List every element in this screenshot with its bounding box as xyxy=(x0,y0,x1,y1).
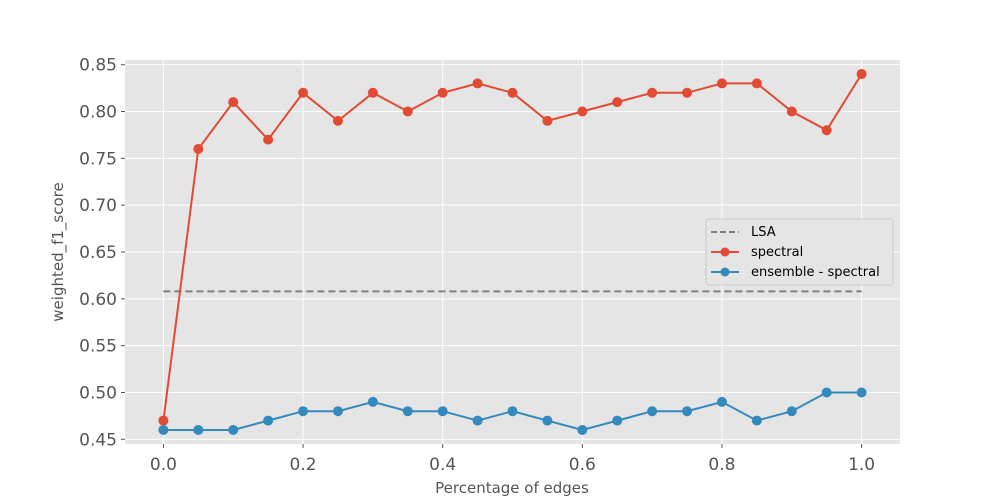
ensemble-spectral-point xyxy=(437,406,448,417)
ensemble-spectral-point xyxy=(263,415,274,426)
ensemble-spectral-point xyxy=(751,415,762,426)
x-tick-label: 1.0 xyxy=(848,455,875,475)
y-tick-label: 0.75 xyxy=(79,149,117,169)
spectral-point xyxy=(786,106,797,117)
spectral-point xyxy=(402,106,413,117)
spectral-point xyxy=(263,134,274,145)
y-tick-label: 0.85 xyxy=(79,56,117,76)
spectral-point xyxy=(332,115,343,126)
ensemble-spectral-point xyxy=(856,387,867,398)
ensemble-spectral-point xyxy=(647,406,658,417)
ensemble-spectral-point xyxy=(682,406,693,417)
spectral-point xyxy=(612,97,623,108)
ensemble-spectral-point xyxy=(472,415,483,426)
spectral-point xyxy=(298,87,309,98)
ensemble-spectral-point xyxy=(612,415,623,426)
y-tick-label: 0.50 xyxy=(79,383,117,403)
legend-spectral-label: spectral xyxy=(751,245,803,260)
ensemble-spectral-point xyxy=(821,387,832,398)
spectral-point xyxy=(542,115,553,126)
y-tick-label: 0.65 xyxy=(79,243,117,263)
ensemble-spectral-point xyxy=(716,396,727,407)
y-tick-label: 0.60 xyxy=(79,290,117,310)
ensemble-spectral-point xyxy=(228,424,239,435)
ensemble-spectral-point xyxy=(367,396,378,407)
spectral-point xyxy=(437,87,448,98)
x-tick-label: 0.8 xyxy=(708,455,735,475)
spectral-point xyxy=(472,78,483,89)
y-tick-label: 0.45 xyxy=(79,430,117,450)
legend-spectral-marker xyxy=(720,247,730,257)
series-layer xyxy=(158,69,867,435)
y-axis-label: weighted_f1_score xyxy=(49,182,68,321)
ticks: 0.0 0.2 0.4 0.6 0.8 1.0 0.45 0.50 0.55 0.60 0.65 0.… xyxy=(79,56,875,475)
spectral-point xyxy=(507,87,518,98)
spectral-point xyxy=(751,78,762,89)
legend-ensemble-label: ensemble - spectral xyxy=(751,265,880,280)
ensemble-spectral-point xyxy=(402,406,413,417)
y-tick-label: 0.70 xyxy=(79,196,117,216)
spectral-point xyxy=(193,143,204,154)
spectral-point xyxy=(821,125,832,136)
ensemble-spectral-point xyxy=(507,406,518,417)
spectral-point xyxy=(856,69,867,80)
x-axis-label: Percentage of edges xyxy=(435,479,589,497)
legend: LSA spectral ensemble - spectral xyxy=(705,218,894,286)
legend-lsa-label: LSA xyxy=(751,225,776,240)
legend-ensemble-marker xyxy=(720,267,730,277)
ensemble-spectral-point xyxy=(193,424,204,435)
x-tick-label: 0.2 xyxy=(290,455,317,475)
spectral-point xyxy=(228,97,239,108)
legend-box xyxy=(705,218,894,286)
ensemble-spectral-point xyxy=(298,406,309,417)
spectral-point xyxy=(577,106,588,117)
spectral-point xyxy=(367,87,378,98)
ensemble-spectral-point xyxy=(786,406,797,417)
ensemble-spectral-point xyxy=(332,406,343,417)
ensemble-spectral-point xyxy=(158,424,169,435)
y-tick-label: 0.80 xyxy=(79,103,117,123)
spectral-point xyxy=(682,87,693,98)
spectral-point xyxy=(716,78,727,89)
x-tick-label: 0.0 xyxy=(150,455,177,475)
y-tick-label: 0.55 xyxy=(79,337,117,357)
x-tick-label: 0.4 xyxy=(429,455,456,475)
ensemble-spectral-point xyxy=(577,424,588,435)
x-tick-label: 0.6 xyxy=(569,455,596,475)
ensemble-spectral-point xyxy=(542,415,553,426)
spectral-point xyxy=(158,415,169,426)
spectral-point xyxy=(647,87,658,98)
